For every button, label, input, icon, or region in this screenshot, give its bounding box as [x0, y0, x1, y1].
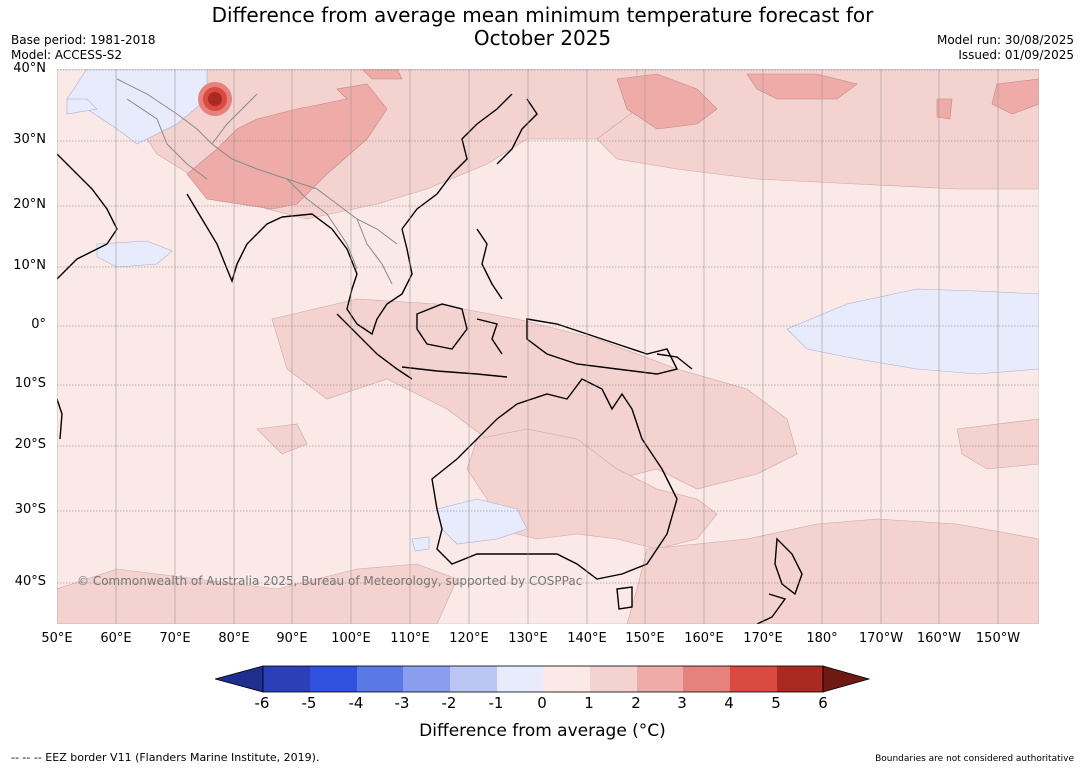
lat-label: 40°N	[13, 61, 46, 76]
lon-label: 80°E	[218, 631, 250, 646]
lon-label: 160°E	[684, 631, 724, 646]
colorbar-segment	[450, 666, 497, 692]
colorbar-outline	[262, 665, 824, 693]
lon-label: 110°E	[390, 631, 430, 646]
colorbar	[215, 665, 870, 693]
lat-label: 20°S	[14, 437, 46, 452]
colorbar-segment	[403, 666, 450, 692]
borneo-coast	[416, 303, 468, 350]
colorbar-tick: 0	[537, 694, 547, 712]
lon-label: 130°E	[508, 631, 548, 646]
lat-label: 30°N	[13, 132, 46, 147]
colorbar-tick: 4	[724, 694, 734, 712]
lon-label: 50°E	[41, 631, 73, 646]
colorbar-segment	[310, 666, 357, 692]
arabia-coast	[57, 153, 118, 280]
copyright-notice: © Commonwealth of Australia 2025, Bureau…	[77, 574, 583, 588]
lat-label: 10°N	[13, 258, 46, 273]
boundaries-disclaimer: Boundaries are not considered authoritat…	[875, 754, 1074, 764]
colorbar-segment	[543, 666, 590, 692]
model-name: Model: ACCESS-S2	[11, 48, 123, 62]
png-islands	[656, 353, 693, 370]
colorbar-high-arrow	[822, 665, 870, 693]
japan-coast	[496, 98, 538, 165]
lon-label: 60°E	[100, 631, 132, 646]
colorbar-segment	[637, 666, 683, 692]
lon-label: 140°E	[567, 631, 607, 646]
lon-label: 120°E	[449, 631, 489, 646]
lon-label: 90°E	[276, 631, 308, 646]
colorbar-segment	[497, 666, 543, 692]
colorbar-tick: -5	[301, 694, 317, 712]
lat-label: 30°S	[14, 502, 46, 517]
colorbar-label: Difference from average (°C)	[419, 721, 666, 741]
longitude-gridlines	[57, 69, 999, 624]
colorbar-segment	[357, 666, 403, 692]
lat-label: 20°N	[13, 197, 46, 212]
title-line-1: Difference from average mean minimum tem…	[211, 3, 874, 27]
colorbar-tick: 1	[584, 694, 594, 712]
colorbar-segment	[730, 666, 777, 692]
anomaly-2-3-regions	[186, 69, 1039, 210]
issued-date: Issued: 01/09/2025	[958, 48, 1074, 62]
hotspot	[198, 82, 232, 116]
sumatra-coast	[336, 313, 413, 380]
lon-label: 170°E	[743, 631, 783, 646]
lon-label: 150°E	[625, 631, 665, 646]
lat-label: 10°S	[14, 376, 46, 391]
anomaly-below-regions	[66, 69, 1039, 552]
colorbar-tick: -4	[348, 694, 364, 712]
title-line-2: October 2025	[473, 26, 612, 50]
colorbar-segment	[777, 666, 823, 692]
anomaly-1-2-regions	[57, 69, 1039, 624]
sulawesi-coast	[476, 318, 503, 355]
china-coast	[401, 93, 513, 230]
coastlines	[57, 93, 803, 624]
lon-label: 180°	[806, 631, 838, 646]
india-coast	[186, 193, 283, 284]
colorbar-tick: 5	[771, 694, 781, 712]
colorbar-tick: -1	[488, 694, 504, 712]
model-run: Model run: 30/08/2025	[936, 33, 1074, 47]
eez-border-legend: -- -- -- EEZ border V11 (Flanders Marine…	[11, 751, 320, 764]
colorbar-tick: 2	[631, 694, 641, 712]
colorbar-segment	[590, 666, 637, 692]
philippines-coast	[476, 228, 503, 300]
colorbar-tick: -2	[441, 694, 457, 712]
new-zealand-south	[756, 593, 787, 624]
colorbar-segment	[683, 666, 730, 692]
lon-label: 160°W	[916, 631, 962, 646]
meta-left: Base period: 1981-2018 Model: ACCESS-S2	[11, 33, 156, 63]
new-zealand-north	[774, 537, 803, 596]
map-title: Difference from average mean minimum tem…	[0, 4, 1085, 50]
tasmania-coast	[616, 586, 633, 610]
lon-label: 70°E	[159, 631, 191, 646]
colorbar-segment	[263, 666, 310, 692]
java-coast	[401, 366, 508, 378]
colorbar-low-arrow	[215, 665, 264, 693]
lon-label: 100°E	[331, 631, 371, 646]
lat-label: 0°	[31, 317, 46, 332]
lat-label: 40°S	[14, 574, 46, 589]
australia-coast	[431, 378, 678, 580]
lon-label: 150°W	[975, 631, 1021, 646]
lon-label: 170°W	[858, 631, 904, 646]
forecast-map	[57, 69, 1039, 624]
base-period: Base period: 1981-2018	[11, 33, 156, 47]
colorbar-tick: 6	[818, 694, 828, 712]
colorbar-tick: -3	[394, 694, 410, 712]
colorbar-tick: 3	[677, 694, 687, 712]
country-borders	[116, 78, 398, 285]
colorbar-tick: -6	[254, 694, 270, 712]
indochina-coast	[281, 213, 413, 336]
meta-right: Model run: 30/08/2025 Issued: 01/09/2025	[937, 33, 1074, 63]
africa-coast	[57, 398, 63, 440]
